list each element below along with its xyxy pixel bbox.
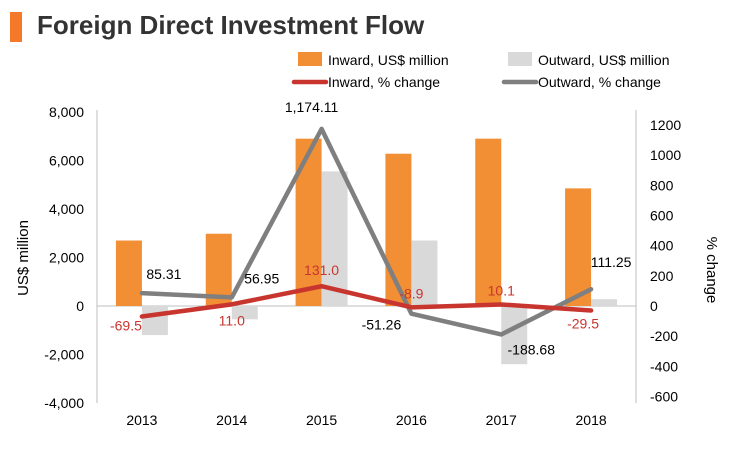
inward-pct-label: -69.5 xyxy=(110,317,142,333)
outward-pct-label: 56.95 xyxy=(244,270,279,286)
inward-pct-label: -8.9 xyxy=(399,285,423,301)
y-tick-label: -4,000 xyxy=(44,395,84,411)
y-tick-label: 6,000 xyxy=(49,153,84,169)
legend-label: Outward, % change xyxy=(538,74,661,90)
inward-pct-label: -29.5 xyxy=(567,315,599,331)
x-tick-label: 2014 xyxy=(216,412,247,428)
outward-bar xyxy=(321,171,348,306)
outward-pct-label: -51.26 xyxy=(362,317,402,333)
legend-label: Inward, US$ million xyxy=(328,52,449,68)
outward-bar xyxy=(231,306,258,320)
outward-bar xyxy=(591,299,618,306)
y-axis-title: US$ million xyxy=(15,220,32,296)
inward-pct-label: 10.1 xyxy=(488,282,515,298)
y-tick-label: 0 xyxy=(76,298,84,314)
y-tick-label: 8,000 xyxy=(49,104,84,120)
inward-bar xyxy=(295,138,322,306)
y2-tick-label: -200 xyxy=(650,328,678,344)
y-tick-label: 2,000 xyxy=(49,250,84,266)
y2-tick-label: -600 xyxy=(650,389,678,405)
chart-legend: Inward, US$ million Outward, US$ million I… xyxy=(291,52,670,90)
page-title: Foreign Direct Investment Flow xyxy=(37,10,425,40)
x-tick-label: 2017 xyxy=(486,412,517,428)
inward-bar xyxy=(565,188,592,306)
y-tick-label: -2,000 xyxy=(44,347,84,363)
outward-bar xyxy=(141,306,168,336)
legend-swatch xyxy=(508,52,532,66)
outward-bar xyxy=(411,240,438,306)
x-tick-label: 2015 xyxy=(306,412,337,428)
y2-tick-label: 600 xyxy=(650,208,674,224)
inward-bar xyxy=(205,233,232,306)
outward-pct-line xyxy=(139,126,594,337)
y2-axis-title: % change xyxy=(703,237,720,304)
x-tick-label: 2018 xyxy=(576,412,607,428)
legend-label: Inward, % change xyxy=(328,74,440,90)
y2-tick-label: 1200 xyxy=(650,117,681,133)
outward-bar xyxy=(501,306,528,365)
inward-pct-line xyxy=(139,283,594,319)
x-tick-label: 2013 xyxy=(126,412,157,428)
outward-pct-label: -188.68 xyxy=(508,341,556,357)
y-tick-label: 4,000 xyxy=(49,201,84,217)
chart-lines xyxy=(139,126,594,337)
y2-tick-label: 200 xyxy=(650,268,674,284)
chart-axes: -4,000 -2,000 0 2,000 4,000 6,000 8,000 -600 -40… xyxy=(15,104,720,428)
chart-data-labels: -69.5 11.0 131.0 -8.9 10.1 -29.5 85.31 56.95 1,1… xyxy=(110,99,632,358)
outward-pct-label: 111.25 xyxy=(591,254,632,270)
inward-bar xyxy=(475,138,502,306)
outward-pct-label: 1,174.11 xyxy=(285,99,339,115)
y2-tick-label: 400 xyxy=(650,238,674,254)
x-tick-label: 2016 xyxy=(396,412,427,428)
title-accent-bar xyxy=(10,12,22,42)
legend-label: Outward, US$ million xyxy=(538,52,670,68)
inward-pct-label: 131.0 xyxy=(304,262,339,278)
inward-bar xyxy=(115,240,142,306)
y2-tick-label: 0 xyxy=(650,298,658,314)
inward-pct-label: 11.0 xyxy=(219,312,245,328)
legend-swatch xyxy=(298,52,322,66)
outward-pct-label: 85.31 xyxy=(146,266,181,282)
chart-bars xyxy=(115,138,618,365)
y2-tick-label: 800 xyxy=(650,177,674,193)
y2-tick-label: 1000 xyxy=(650,147,681,163)
y2-tick-label: -400 xyxy=(650,358,678,374)
inward-bar xyxy=(385,153,412,306)
